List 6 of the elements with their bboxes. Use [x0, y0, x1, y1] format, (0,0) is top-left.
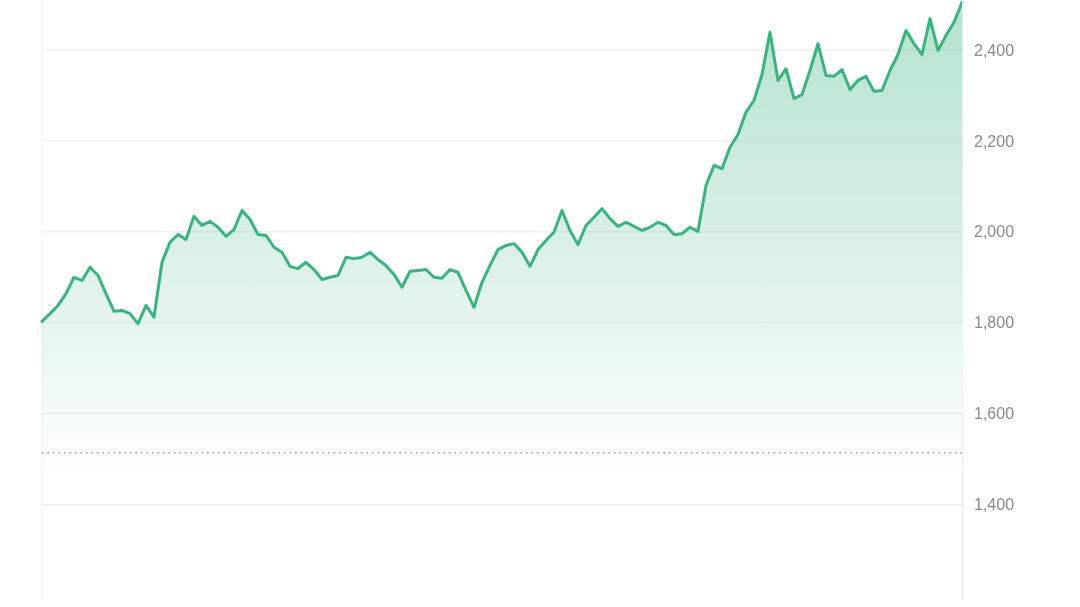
y-tick-label: 1,400 — [974, 496, 1015, 514]
y-tick-label: 2,000 — [974, 223, 1015, 241]
y-tick-label: 2,200 — [974, 132, 1015, 150]
y-tick-label: 1,600 — [974, 405, 1015, 423]
y-tick-label: 1,800 — [974, 314, 1015, 332]
y-tick-label: 2,400 — [974, 41, 1015, 59]
